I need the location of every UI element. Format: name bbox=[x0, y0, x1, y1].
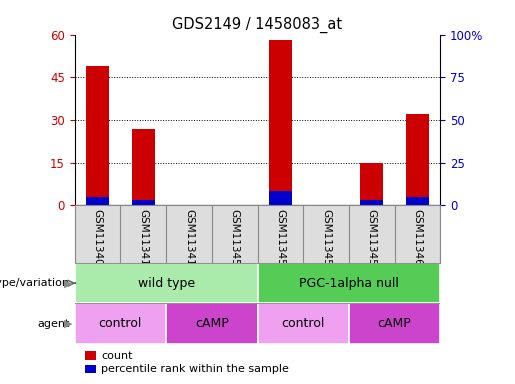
Bar bbox=[360, 200, 383, 205]
Text: GSM113409: GSM113409 bbox=[93, 210, 102, 273]
Bar bbox=[349, 303, 440, 344]
Text: agent: agent bbox=[37, 319, 70, 329]
Bar bbox=[75, 263, 258, 303]
Bar bbox=[269, 40, 292, 205]
Text: GSM113457: GSM113457 bbox=[276, 210, 285, 273]
Text: count: count bbox=[101, 351, 133, 361]
Text: GSM113458: GSM113458 bbox=[321, 210, 331, 273]
Title: GDS2149 / 1458083_at: GDS2149 / 1458083_at bbox=[173, 17, 342, 33]
Bar bbox=[269, 191, 292, 205]
Text: cAMP: cAMP bbox=[377, 318, 411, 330]
Text: PGC-1alpha null: PGC-1alpha null bbox=[299, 277, 399, 290]
Text: GSM113456: GSM113456 bbox=[230, 210, 239, 273]
Bar bbox=[75, 303, 166, 344]
Text: GSM113411: GSM113411 bbox=[138, 210, 148, 273]
Text: control: control bbox=[99, 318, 142, 330]
Bar bbox=[406, 114, 429, 205]
Bar bbox=[132, 129, 154, 205]
Bar bbox=[406, 197, 429, 205]
Text: wild type: wild type bbox=[138, 277, 195, 290]
Text: GSM113459: GSM113459 bbox=[367, 210, 377, 273]
Text: genotype/variation: genotype/variation bbox=[0, 278, 70, 288]
Text: percentile rank within the sample: percentile rank within the sample bbox=[101, 364, 289, 374]
Bar bbox=[86, 66, 109, 205]
Bar bbox=[86, 197, 109, 205]
Text: ▶: ▶ bbox=[63, 278, 72, 288]
Bar bbox=[258, 303, 349, 344]
Text: control: control bbox=[282, 318, 325, 330]
Text: GSM113460: GSM113460 bbox=[413, 210, 422, 273]
Text: ▶: ▶ bbox=[63, 319, 72, 329]
Bar bbox=[258, 263, 440, 303]
Text: cAMP: cAMP bbox=[195, 318, 229, 330]
Bar bbox=[166, 303, 258, 344]
Text: GSM113412: GSM113412 bbox=[184, 210, 194, 273]
Bar bbox=[360, 163, 383, 205]
Bar bbox=[132, 200, 154, 205]
